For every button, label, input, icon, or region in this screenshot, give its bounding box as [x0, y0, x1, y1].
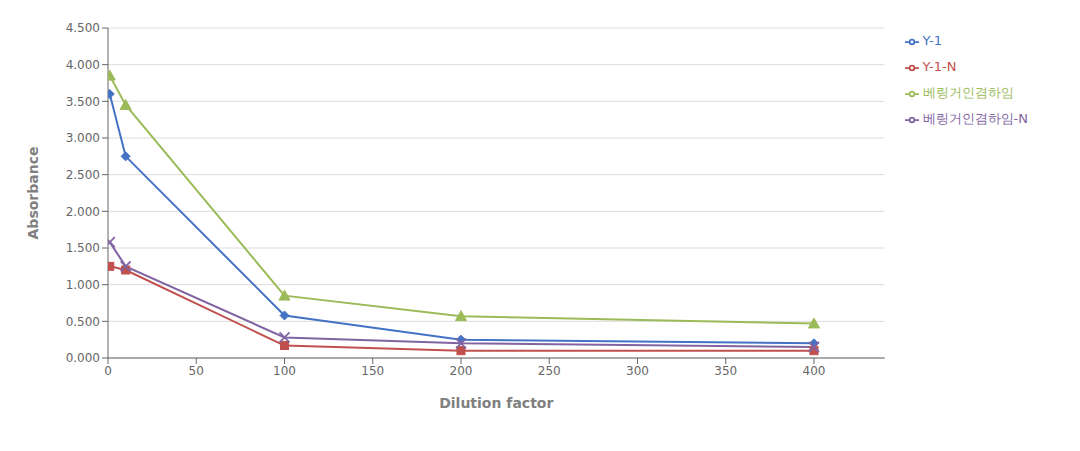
svg-text:1.000: 1.000 [66, 278, 100, 292]
svg-text:2.500: 2.500 [66, 168, 100, 182]
svg-text:300: 300 [626, 364, 649, 378]
svg-text:0.500: 0.500 [66, 315, 100, 329]
svg-text:150: 150 [361, 364, 384, 378]
svg-text:Absorbance: Absorbance [25, 147, 41, 240]
svg-text:4.500: 4.500 [66, 21, 100, 35]
svg-text:3.500: 3.500 [66, 95, 100, 109]
svg-text:400: 400 [803, 364, 826, 378]
html-text:Y-1: Y-1 [922, 33, 942, 48]
html-text:베링거인겸하임-N: 베링거인겸하임-N [922, 111, 1028, 126]
svg-text:1.500: 1.500 [66, 241, 100, 255]
svg-text:50: 50 [189, 364, 204, 378]
html-text:Y-1-N: Y-1-N [922, 59, 957, 74]
svg-text:4.000: 4.000 [66, 58, 100, 72]
svg-text:250: 250 [538, 364, 561, 378]
html-text:베링거인겸하임: 베링거인겸하임 [922, 85, 1014, 100]
svg-text:2.000: 2.000 [66, 205, 100, 219]
svg-text:350: 350 [714, 364, 737, 378]
svg-text:Dilution factor: Dilution factor [439, 395, 553, 411]
svg-text:0.000: 0.000 [66, 351, 100, 365]
svg-text:0: 0 [104, 364, 112, 378]
svg-text:100: 100 [273, 364, 296, 378]
svg-text:200: 200 [450, 364, 473, 378]
svg-text:3.000: 3.000 [66, 131, 100, 145]
